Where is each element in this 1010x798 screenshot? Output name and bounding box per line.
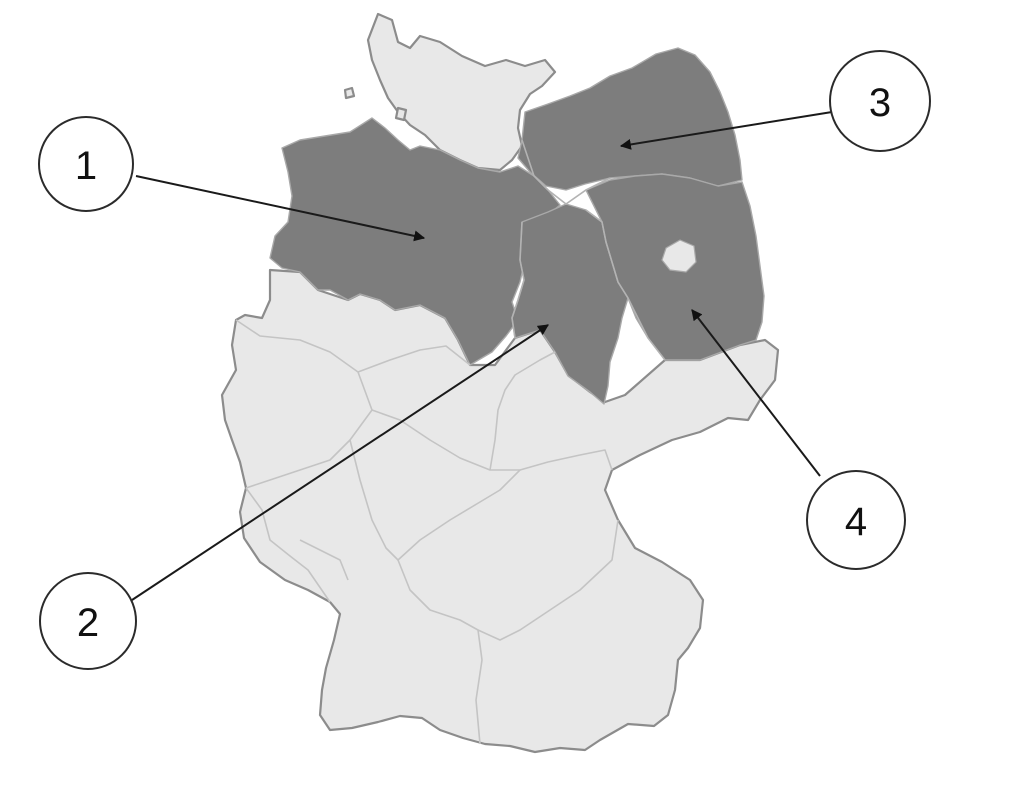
callout-4-circle xyxy=(806,470,906,570)
callout-1-label: 1 xyxy=(75,144,97,188)
callout-2: 2 xyxy=(39,324,549,670)
callout-2-circle xyxy=(39,572,137,670)
region-3-mecklenburg-western-pomerania xyxy=(517,47,743,191)
callout-1-circle xyxy=(38,116,134,212)
arrow-2 xyxy=(131,324,549,601)
region-1-lower-saxony-bremen xyxy=(269,117,561,366)
internal-borders xyxy=(235,139,666,745)
arrow-4 xyxy=(691,309,821,477)
region-berlin xyxy=(661,239,697,273)
callout-3-label: 3 xyxy=(869,81,891,125)
arrow-1 xyxy=(135,175,426,242)
callout-1: 1 xyxy=(38,116,426,242)
callout-3: 3 xyxy=(619,50,931,152)
callout-4: 4 xyxy=(691,309,906,570)
region-schleswig-holstein xyxy=(366,12,557,172)
callout-2-label: 2 xyxy=(77,601,99,645)
arrow-3 xyxy=(619,111,833,150)
islands-north xyxy=(343,86,408,122)
callout-3-circle xyxy=(829,50,931,152)
callout-4-label: 4 xyxy=(845,500,867,544)
country-germany xyxy=(220,12,780,754)
